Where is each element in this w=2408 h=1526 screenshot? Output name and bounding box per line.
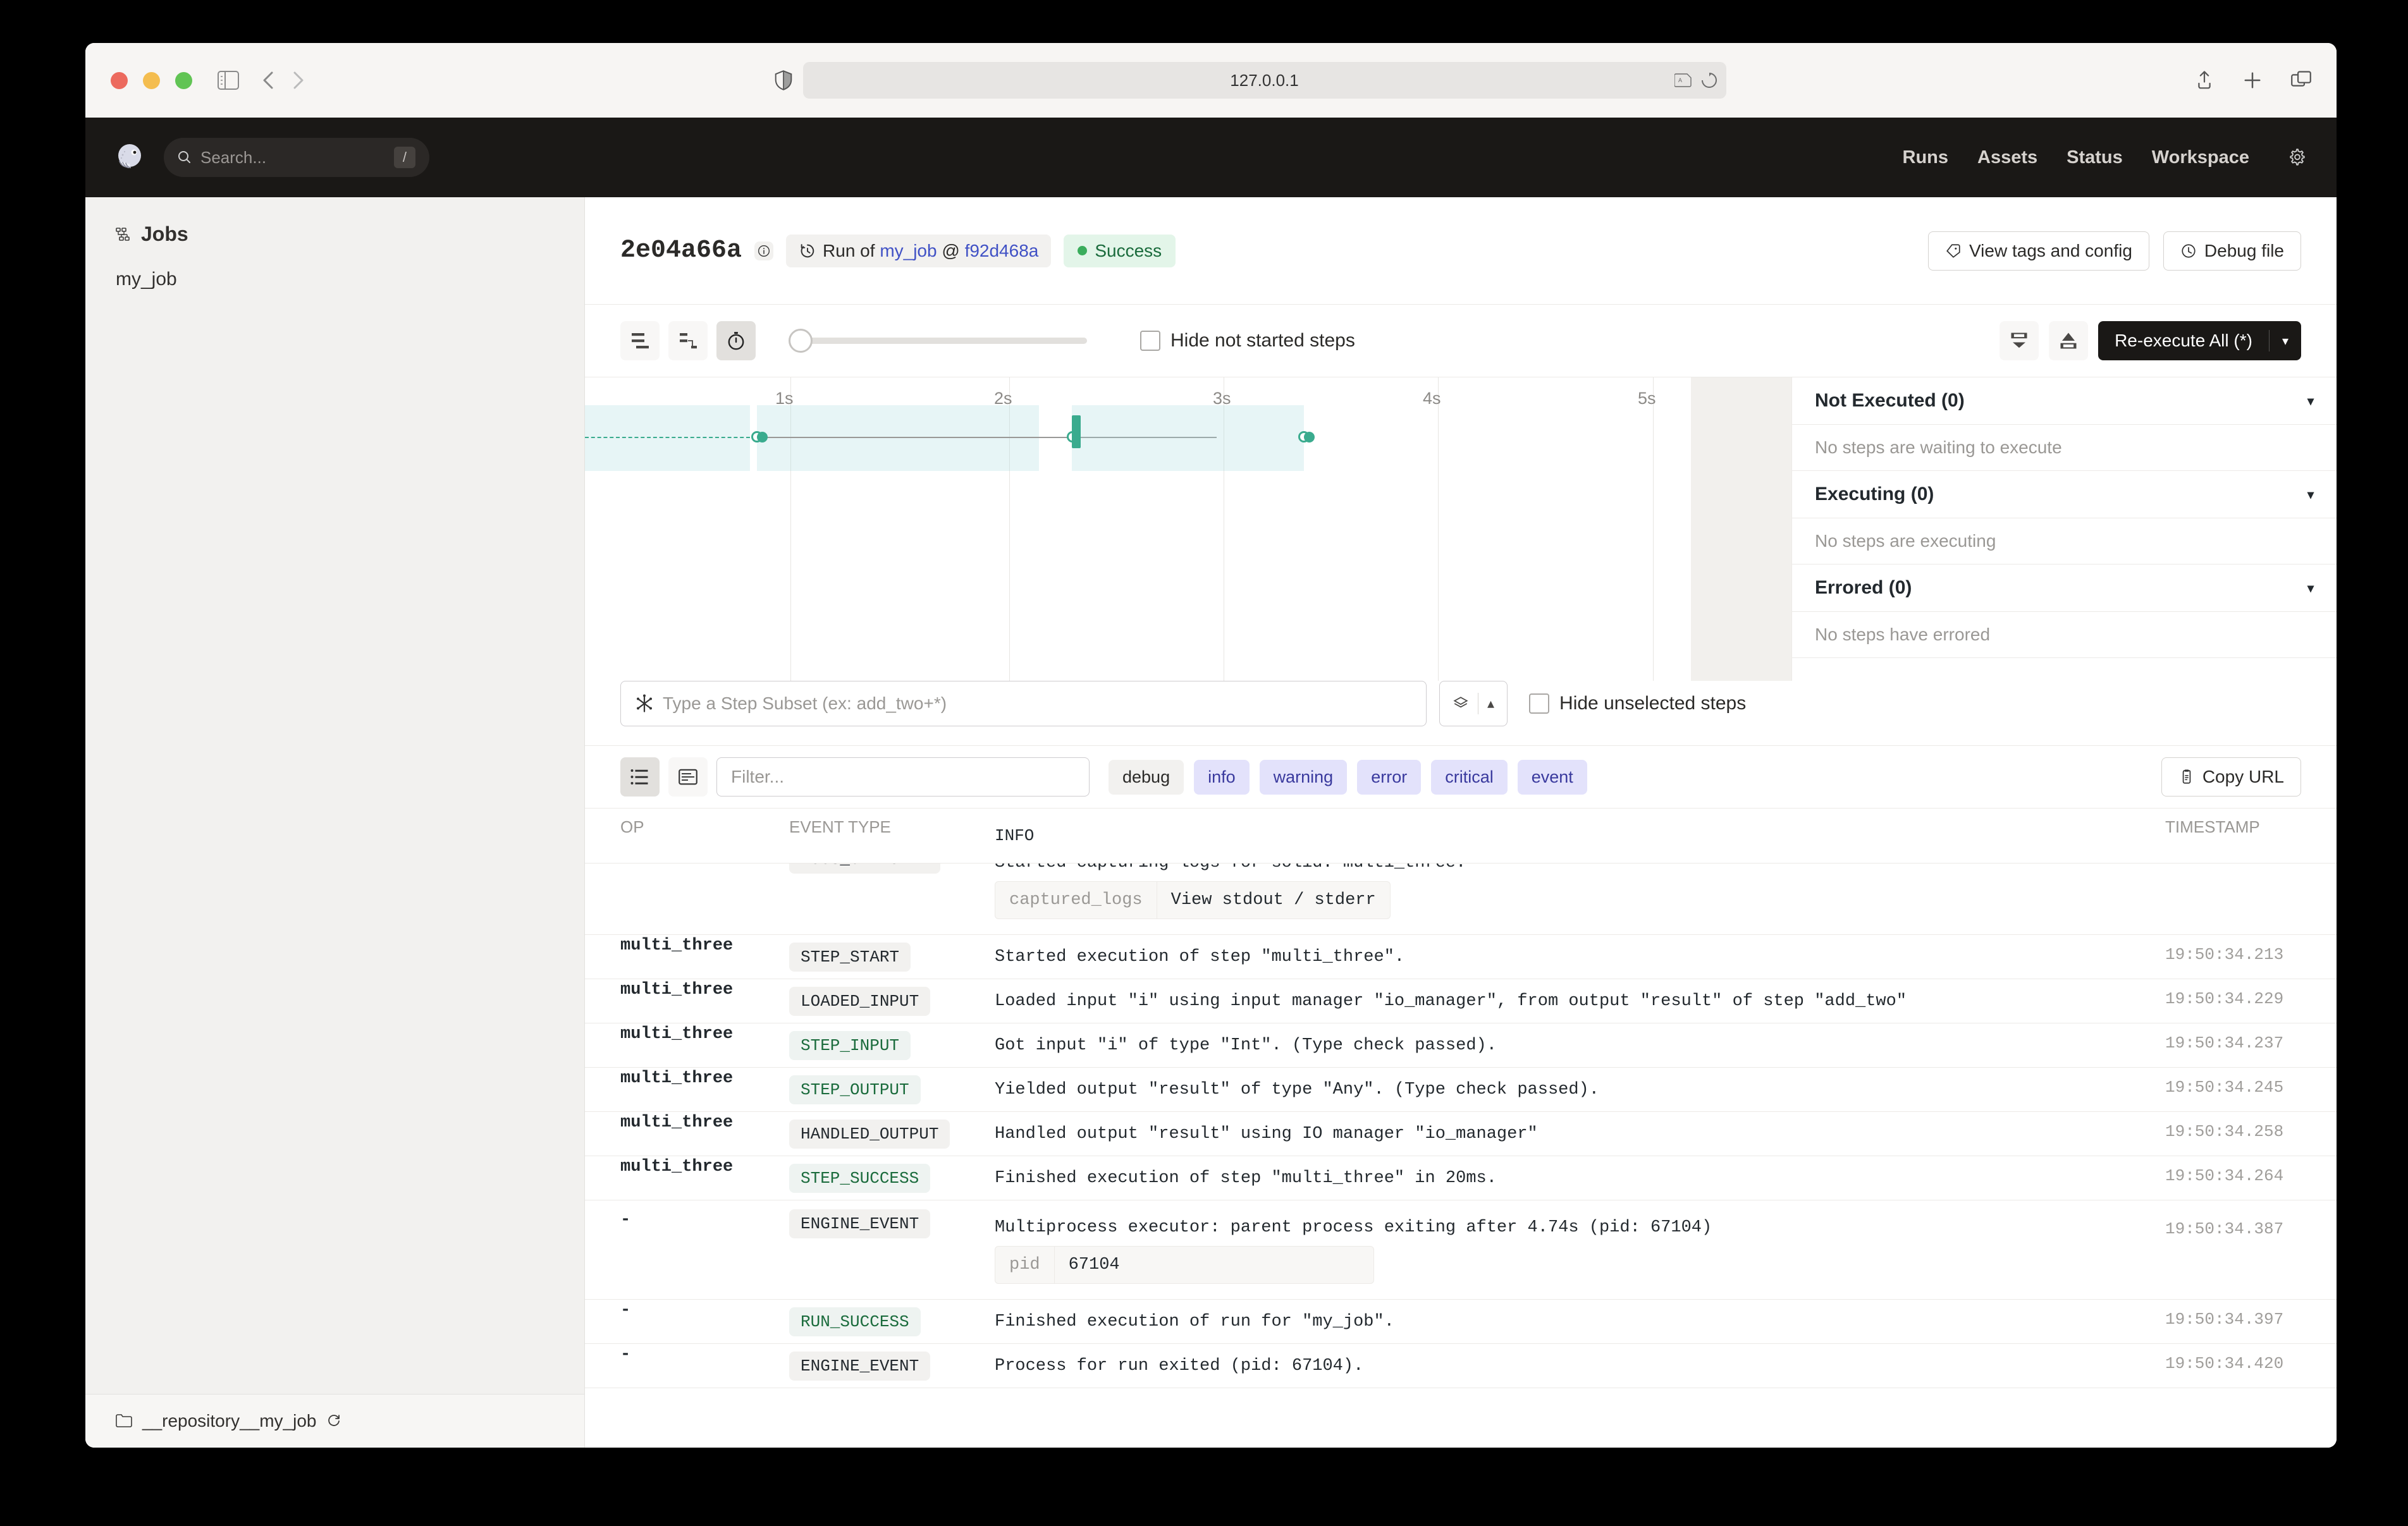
- svg-text:A: A: [1678, 77, 1682, 83]
